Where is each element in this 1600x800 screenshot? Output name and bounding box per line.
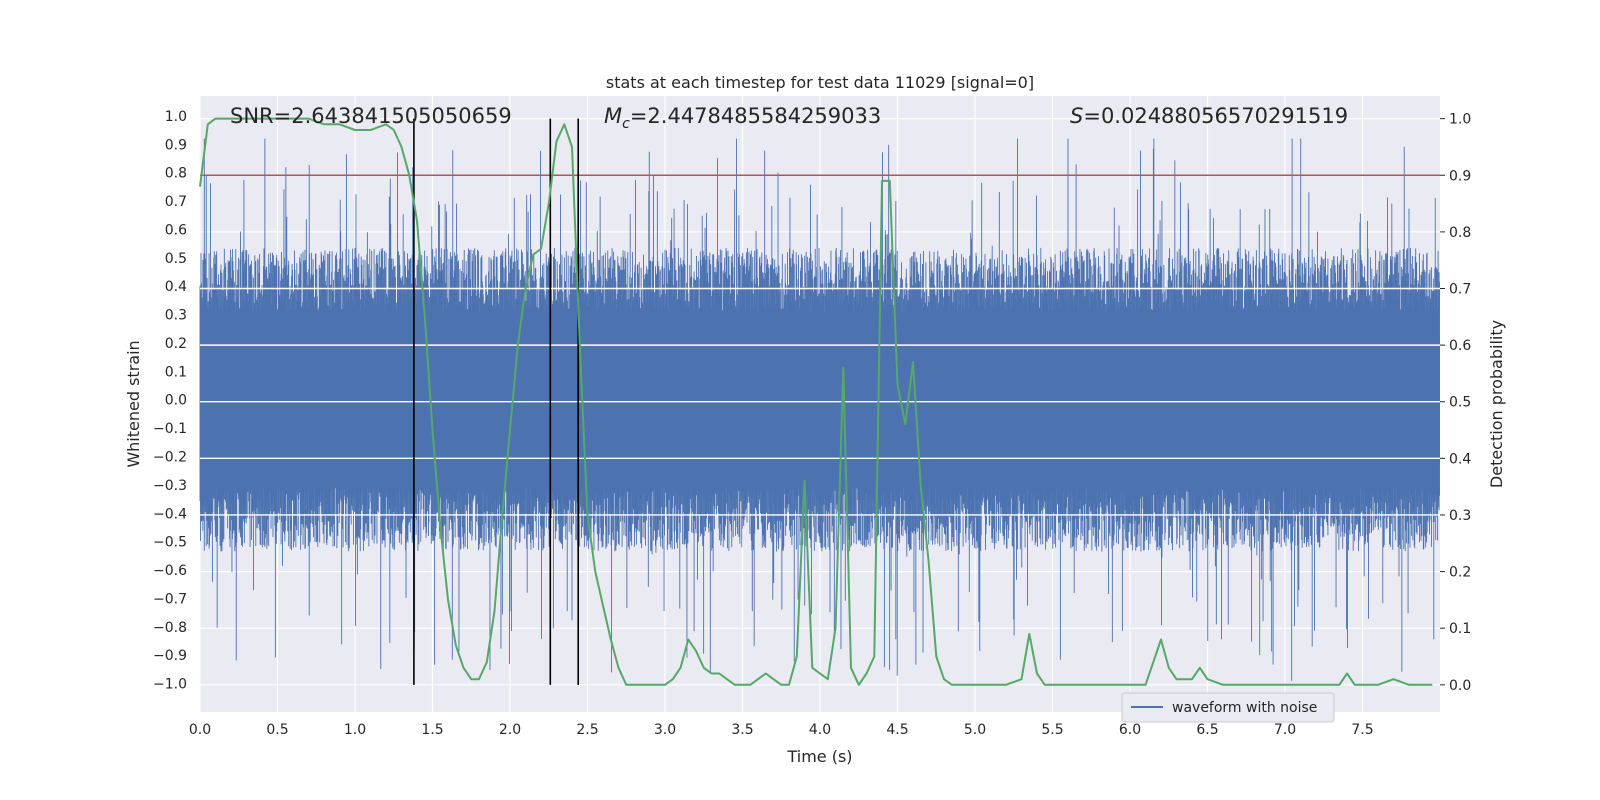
y2-tick-label: 0.7 <box>1449 282 1471 298</box>
x-tick-label: 7.5 <box>1351 722 1373 738</box>
y2-tick-label: 0.5 <box>1449 395 1471 411</box>
x-tick-label: 0.0 <box>189 722 211 738</box>
x-tick-label: 3.0 <box>654 722 676 738</box>
mc-value: =2.4478485584259033 <box>630 104 881 128</box>
x-tick-label: 3.5 <box>731 722 753 738</box>
y-tick-label: −0.7 <box>153 591 187 607</box>
y-tick-label: 1.0 <box>165 109 187 125</box>
y-tick-label: −0.1 <box>153 421 187 437</box>
chirp-mass-annotation: Mc=2.4478485584259033 <box>604 104 881 132</box>
snr-value: 2.643841505050659 <box>291 104 511 128</box>
y2-tick-label: 0.6 <box>1449 338 1471 354</box>
y2-tick-label: 0.0 <box>1449 678 1471 694</box>
s-symbol: S <box>1070 104 1083 128</box>
y2-tick-label: 0.4 <box>1449 451 1471 467</box>
legend: waveform with noise <box>1121 692 1335 723</box>
mc-symbol: M <box>604 104 622 128</box>
chart-title: stats at each timestep for test data 110… <box>606 73 1034 92</box>
y2-tick-label: 1.0 <box>1449 112 1471 128</box>
event-vlines <box>413 118 580 685</box>
y-tick-label: −0.3 <box>153 478 187 494</box>
y2-tick-label: 0.2 <box>1449 565 1471 581</box>
y-tick-label: 0.8 <box>165 166 187 182</box>
x-axis-ticks: 0.0 0.5 1.0 1.5 2.0 2.5 3.0 3.5 4.0 4.5 5.0 5.5 6.0 6… <box>189 722 1374 738</box>
x-tick-label: 6.5 <box>1196 722 1218 738</box>
x-tick-label: 0.5 <box>266 722 288 738</box>
probability-series <box>199 117 1433 686</box>
x-tick-label: 2.5 <box>576 722 598 738</box>
y-tick-label: 0.1 <box>165 364 187 380</box>
s-value: =0.02488056570291519 <box>1083 104 1348 128</box>
y2-axis-label: Detection probability <box>1487 320 1506 488</box>
y2-axis-ticks: 0.0 0.1 0.2 0.3 0.4 0.5 0.6 0.7 0.8 0.9 1.0 <box>1440 112 1471 694</box>
legend-box <box>1121 692 1335 723</box>
y2-tick-label: 0.1 <box>1449 621 1471 637</box>
y2-tick-label: 0.9 <box>1449 168 1471 184</box>
y-axis-label: Whitened strain <box>124 340 143 467</box>
y-tick-label: −0.9 <box>153 648 187 664</box>
mc-subscript: c <box>622 116 630 132</box>
y-tick-label: −1.0 <box>153 677 187 693</box>
waveform-series <box>199 138 1440 681</box>
y-tick-label: 0.3 <box>165 308 187 324</box>
y-tick-label: 0.4 <box>165 279 187 295</box>
x-tick-label: 4.0 <box>809 722 831 738</box>
x-tick-label: 7.0 <box>1274 722 1296 738</box>
legend-label: waveform with noise <box>1172 700 1317 716</box>
y-tick-label: −0.6 <box>153 563 187 579</box>
y-tick-label: 0.9 <box>165 137 187 153</box>
x-tick-label: 5.0 <box>964 722 986 738</box>
x-tick-label: 6.0 <box>1119 722 1141 738</box>
x-tick-label: 5.5 <box>1041 722 1063 738</box>
probability-line <box>199 117 1433 686</box>
x-tick-label: 4.5 <box>886 722 908 738</box>
snr-annotation: SNR=2.643841505050659 <box>230 104 512 128</box>
y-tick-label: −0.5 <box>153 535 187 551</box>
y-tick-label: 0.6 <box>165 222 187 238</box>
snr-prefix: SNR= <box>230 104 291 128</box>
y2-tick-label: 0.8 <box>1449 225 1471 241</box>
y-tick-label: 0.7 <box>165 194 187 210</box>
y-axis-ticks: −1.0 −0.9 −0.8 −0.7 −0.6 −0.5 −0.4 −0.3 −0.2 −0.1… <box>153 109 187 693</box>
y-tick-label: −0.8 <box>153 620 187 636</box>
y-tick-label: 0.0 <box>165 393 187 409</box>
x-tick-label: 2.0 <box>499 722 521 738</box>
y-tick-label: −0.4 <box>153 506 187 522</box>
y2-tick-label: 0.3 <box>1449 508 1471 524</box>
y-tick-label: −0.2 <box>153 450 187 466</box>
waveform-core <box>200 337 1440 463</box>
x-tick-label: 1.5 <box>421 722 443 738</box>
x-axis-label: Time (s) <box>786 747 852 766</box>
x-tick-label: 1.0 <box>344 722 366 738</box>
y-tick-label: 0.5 <box>165 251 187 267</box>
s-annotation: S=0.02488056570291519 <box>1070 104 1348 128</box>
y-tick-label: 0.2 <box>165 336 187 352</box>
